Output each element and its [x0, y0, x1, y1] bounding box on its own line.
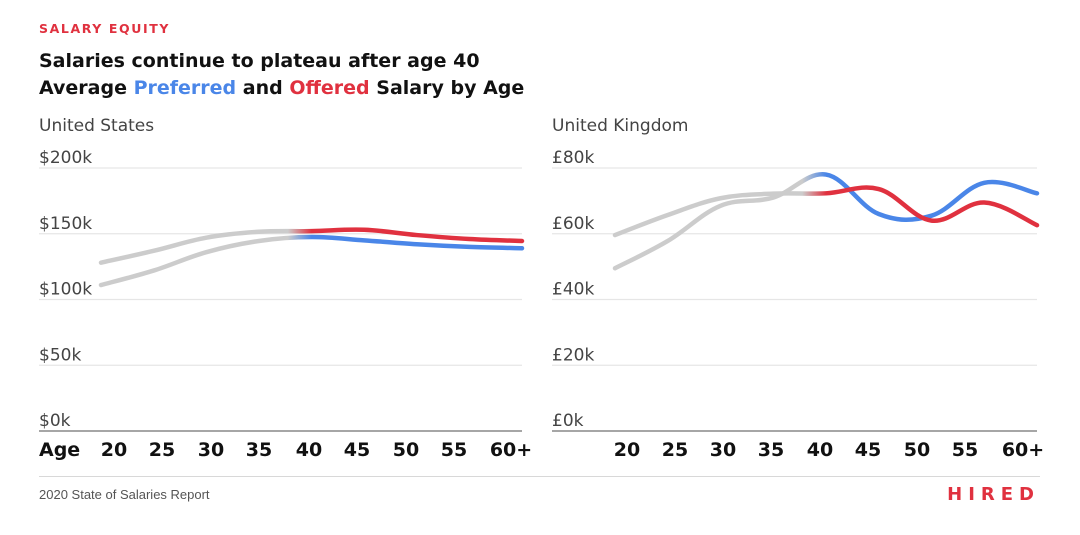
data-point-offered-uk — [1035, 223, 1039, 227]
legend-offered: Offered — [289, 77, 370, 99]
panel-title-us: United States — [39, 116, 155, 136]
data-point-offered-us — [99, 261, 103, 265]
data-point-preferred-uk — [877, 212, 881, 216]
x-tick-label-us: 45 — [344, 439, 370, 461]
data-point-preferred-uk — [824, 173, 828, 177]
data-point-preferred-uk — [613, 266, 617, 270]
x-axis-title-us: Age — [39, 439, 80, 461]
panel-title-uk: United Kingdom — [552, 116, 689, 136]
x-tick-label-us: 30 — [198, 439, 224, 461]
data-point-offered-us — [467, 237, 471, 241]
x-tick-label-uk: 40 — [807, 439, 833, 461]
data-point-offered-uk — [719, 196, 723, 200]
x-tick-label-uk: 25 — [662, 439, 688, 461]
x-tick-label-us: 55 — [441, 439, 467, 461]
x-tick-label-us: 35 — [246, 439, 272, 461]
x-tick-label-uk: 55 — [952, 439, 978, 461]
y-tick-label-us: $100k — [39, 280, 92, 300]
data-point-offered-us — [204, 236, 208, 240]
x-tick-label-us: 20 — [101, 439, 127, 461]
data-point-preferred-uk — [719, 204, 723, 208]
data-point-offered-us — [362, 228, 366, 232]
title-part-average: Average — [39, 77, 134, 99]
data-point-offered-us — [520, 239, 524, 243]
y-tick-label-uk: £20k — [552, 345, 594, 365]
data-point-offered-uk — [771, 192, 775, 196]
y-tick-label-uk: £40k — [552, 280, 594, 300]
y-tick-label-uk: £80k — [552, 148, 594, 168]
data-point-preferred-us — [152, 269, 156, 273]
y-tick-label-uk: £60k — [552, 214, 594, 234]
x-tick-label-us: 25 — [149, 439, 175, 461]
data-point-offered-us — [310, 229, 314, 233]
series-line-preferred-uk — [612, 172, 1040, 271]
x-tick-label-us: 40 — [296, 439, 322, 461]
data-point-preferred-us — [310, 235, 314, 239]
x-tick-label-uk: 60+ — [1002, 439, 1044, 461]
data-point-preferred-us — [415, 242, 419, 246]
title-line-1: Salaries continue to plateau after age 4… — [39, 50, 480, 72]
legend-preferred: Preferred — [133, 77, 237, 99]
data-point-offered-us — [257, 230, 261, 234]
x-tick-label-us: 50 — [393, 439, 419, 461]
series-line-offered-uk — [612, 185, 1040, 238]
title-line-2: Average Preferred and Offered Salary by … — [39, 75, 524, 102]
data-point-offered-uk — [613, 233, 617, 237]
data-point-preferred-us — [99, 283, 103, 287]
x-tick-label-uk: 20 — [614, 439, 640, 461]
data-point-offered-us — [152, 249, 156, 253]
title-part-and: and — [236, 77, 290, 99]
data-point-preferred-us — [467, 245, 471, 249]
series-line-preferred-us — [98, 234, 525, 288]
footer-divider — [39, 476, 1040, 477]
x-tick-label-uk: 35 — [758, 439, 784, 461]
data-point-offered-uk — [666, 213, 670, 217]
data-point-preferred-us — [257, 239, 261, 243]
data-point-offered-uk — [930, 219, 934, 223]
data-point-offered-us — [415, 233, 419, 237]
data-point-preferred-uk — [982, 181, 986, 185]
y-tick-label-uk: £0k — [552, 411, 584, 431]
source-note: 2020 State of Salaries Report — [39, 487, 210, 502]
x-tick-label-uk: 50 — [904, 439, 930, 461]
data-point-offered-uk — [982, 201, 986, 205]
data-point-offered-uk — [824, 191, 828, 195]
data-point-preferred-uk — [930, 214, 934, 218]
hired-logo: HIRED — [947, 484, 1040, 505]
data-point-offered-uk — [877, 187, 881, 191]
data-point-preferred-uk — [666, 239, 670, 243]
data-point-preferred-uk — [771, 196, 775, 200]
y-tick-label-us: $150k — [39, 214, 92, 234]
y-tick-label-us: $50k — [39, 345, 81, 365]
data-point-preferred-us — [520, 246, 524, 250]
data-point-preferred-us — [362, 238, 366, 242]
chart-title: Salaries continue to plateau after age 4… — [39, 48, 524, 102]
x-tick-label-uk: 30 — [710, 439, 736, 461]
series-line-offered-us — [98, 227, 525, 265]
x-tick-label-uk: 45 — [855, 439, 881, 461]
y-tick-label-us: $0k — [39, 411, 71, 431]
section-eyebrow: SALARY EQUITY — [39, 21, 171, 36]
data-point-preferred-us — [204, 250, 208, 254]
title-part-salary-by-age: Salary by Age — [369, 77, 525, 99]
y-tick-label-us: $200k — [39, 148, 92, 168]
data-point-preferred-uk — [1035, 191, 1039, 195]
x-tick-label-us: 60+ — [490, 439, 532, 461]
